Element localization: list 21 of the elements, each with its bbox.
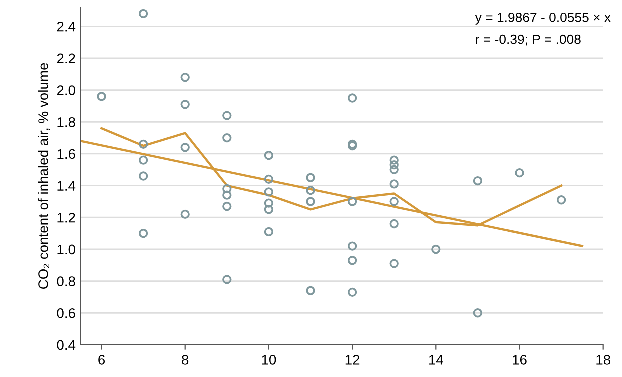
x-tick-label: 16 <box>513 355 527 365</box>
annotation: r = -0.39; P = .008 <box>476 34 581 46</box>
y-tick-label: 1.6 <box>58 149 76 160</box>
y-axis-title: CO₂ content of inhaled air, % volume <box>38 63 50 290</box>
y-tick-label: 0.4 <box>57 340 76 350</box>
x-tick-label: 10 <box>262 355 276 365</box>
y-tick-label: 0.6 <box>57 308 76 318</box>
y-tick-label: 2.2 <box>57 54 76 64</box>
y-tick-label: 1.4 <box>58 181 76 191</box>
x-tick-label: 8 <box>182 355 189 365</box>
x-tick-label: 18 <box>596 355 610 365</box>
annotation: y = 1.9867 - 0.0555 × x <box>475 12 611 25</box>
y-tick-label: 2.0 <box>57 86 76 96</box>
x-tick-label: 12 <box>346 355 360 365</box>
y-tick-label: 1.0 <box>58 244 76 255</box>
y-tick-label: 1.2 <box>58 212 76 223</box>
x-tick-label: 14 <box>429 355 444 365</box>
y-tick-label: 0.8 <box>57 276 76 286</box>
y-tick-label: 1.8 <box>58 117 76 128</box>
y-tick-label: 2.4 <box>57 22 76 32</box>
x-tick-label: 6 <box>98 355 106 365</box>
